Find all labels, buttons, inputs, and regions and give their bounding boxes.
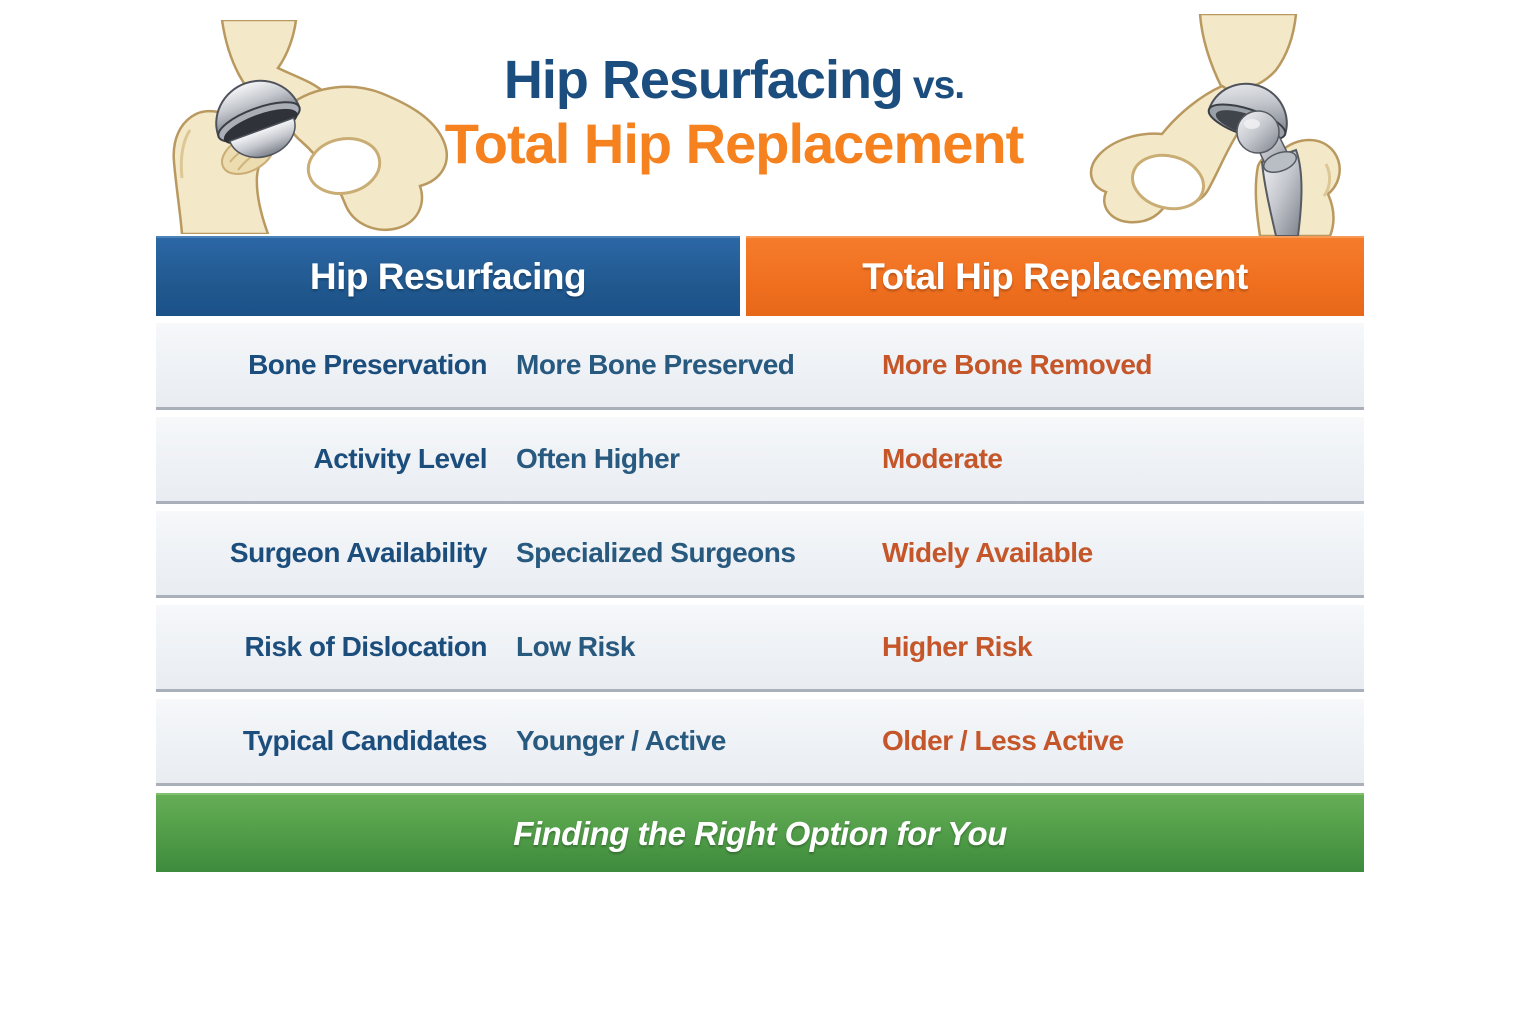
row-label: Risk of Dislocation [244,631,487,662]
replacement-value: Higher Risk [882,631,1033,662]
implant-collar [1262,150,1298,174]
table-row-risk-of-dislocation: Risk of Dislocation Low Risk Higher Risk [156,605,1364,692]
hip-resurfacing-illustration [172,20,448,234]
footer-banner: Finding the Right Option for You [156,793,1364,872]
obturator-foramen [1131,153,1205,211]
resurfacing-cap-implant [215,79,301,159]
resurfacing-value: Specialized Surgeons [516,537,796,568]
resurfacing-value: Low Risk [516,631,635,662]
row-label: Bone Preservation [248,349,487,380]
page-title: Hip Resurfacing vs. Total Hip Replacement [0,50,1468,175]
replacement-value: Widely Available [882,537,1093,568]
title-line-1: Hip Resurfacing vs. [0,50,1468,112]
table-header-row: Hip Resurfacing Total Hip Replacement [156,236,1364,316]
replacement-value: Moderate [882,443,1003,474]
obturator-foramen [306,137,382,195]
row-label: Activity Level [313,443,487,474]
title-line-2: Total Hip Replacement [0,112,1468,176]
table-row-surgeon-availability: Surgeon Availability Specialized Surgeon… [156,511,1364,598]
header-total-hip-replacement: Total Hip Replacement [746,236,1364,316]
table-row-bone-preservation: Bone Preservation More Bone Preserved Mo… [156,323,1364,410]
total-hip-replacement-illustration [1089,14,1341,236]
table-row-typical-candidates: Typical Candidates Younger / Active Olde… [156,699,1364,786]
resurfacing-value: Often Higher [516,443,680,474]
header-hip-resurfacing: Hip Resurfacing [156,236,740,316]
row-label: Typical Candidates [242,725,488,756]
replacement-value: Older / Less Active [882,725,1124,756]
replacement-value: More Bone Removed [882,349,1153,380]
comparison-table: Hip Resurfacing Total Hip Replacement Bo… [156,236,1364,786]
table-row-activity-level: Activity Level Often Higher Moderate [156,417,1364,504]
title-total-hip-replacement: Total Hip Replacement [444,111,1025,175]
title-hip-resurfacing: Hip Resurfacing [503,50,904,110]
femoral-head-ball [1236,110,1280,154]
ilium-bone [1198,14,1298,92]
row-label: Surgeon Availability [229,537,488,568]
title-vs: vs. [912,64,965,107]
header-divider [740,236,746,316]
resurfacing-value: Younger / Active [516,725,726,756]
resurfacing-value: More Bone Preserved [516,349,795,380]
